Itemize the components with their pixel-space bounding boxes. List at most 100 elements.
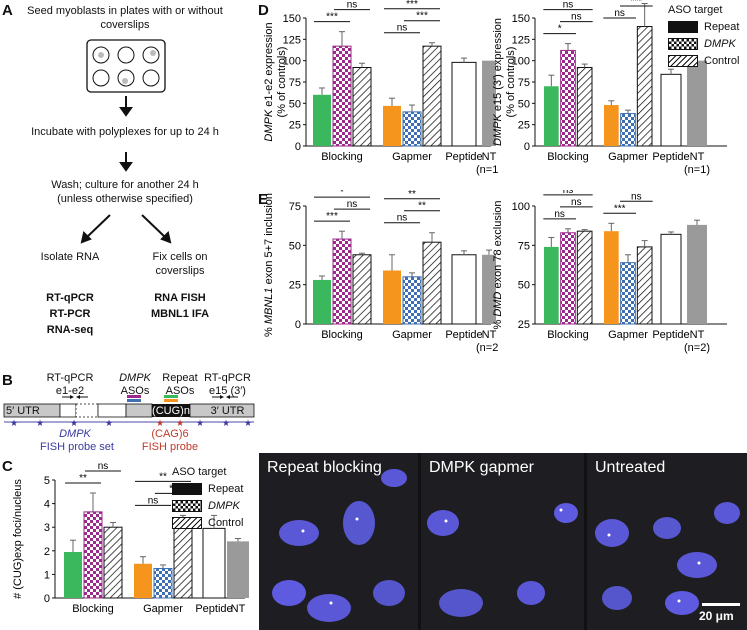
bar-blocking-1 bbox=[560, 232, 576, 325]
arrow-branch-left bbox=[85, 214, 111, 239]
sig-label: *** bbox=[416, 11, 428, 22]
category-label: Peptide bbox=[445, 329, 482, 341]
chart-e1-mbnl1: 0 25 50 75 % MBNL1 exon 5+7 inclusion Blockin… bbox=[263, 190, 498, 354]
svg-text:★: ★ bbox=[36, 418, 44, 428]
legend-c-dmpk-label: DMPK bbox=[208, 499, 240, 512]
svg-text:★: ★ bbox=[10, 418, 18, 428]
y-tick-label: 150 bbox=[512, 13, 530, 25]
y-tick-label: 100 bbox=[512, 56, 530, 68]
category-label: Gapmer bbox=[143, 603, 183, 615]
methods-rna: RT-qPCR RT-PCR RNA-seq bbox=[30, 290, 110, 338]
category-label: Blocking bbox=[72, 603, 114, 615]
y-tick-label: 0 bbox=[295, 319, 301, 331]
workflow-step-seed: Seed myoblasts in plates with or without… bbox=[27, 5, 223, 31]
category-label: Peptide bbox=[195, 603, 232, 615]
y-axis-label: DMPK e15 (3′) expression bbox=[492, 18, 504, 146]
micro-title-3: Untreated bbox=[595, 459, 666, 476]
y-tick-label: 100 bbox=[283, 56, 301, 68]
legend-c-dmpk: DMPK bbox=[172, 497, 243, 514]
sig-label: ns bbox=[571, 12, 582, 23]
dmpk-asos-label: DMPK bbox=[119, 372, 151, 384]
y-tick-label: 0 bbox=[524, 141, 530, 153]
y-axis-label-2: (% of controls) bbox=[505, 47, 517, 118]
nt-note: (n=1) bbox=[476, 164, 498, 176]
y-tick-label: 3 bbox=[44, 522, 50, 534]
method-rna-fish: RNA FISH bbox=[154, 292, 206, 304]
sig-label: *** bbox=[326, 211, 338, 222]
bar-gapmer-2 bbox=[173, 525, 193, 599]
workflow-graphics bbox=[80, 39, 172, 244]
y-tick-label: 0 bbox=[295, 141, 301, 153]
swatch-checker bbox=[668, 37, 698, 50]
y-tick-label: 100 bbox=[512, 201, 530, 213]
sig-label: ns bbox=[397, 213, 408, 224]
sig-label: ** bbox=[159, 471, 167, 482]
y-axis-label-2: (% of controls) bbox=[276, 47, 288, 118]
cug-label: (CUG)n bbox=[152, 405, 190, 417]
well-plate-icon bbox=[86, 39, 166, 93]
legend-d-dmpk-label: DMPK bbox=[704, 37, 736, 50]
y-tick-label: 125 bbox=[283, 34, 301, 46]
workflow-fix-cells: Fix cells on coverslips bbox=[152, 251, 208, 277]
y-tick-label: 25 bbox=[518, 319, 530, 331]
micro-untreated: Untreated 20 μm bbox=[587, 453, 747, 630]
svg-text:★: ★ bbox=[244, 418, 252, 428]
sig-label: ns bbox=[631, 191, 642, 202]
sig-label: ns bbox=[554, 209, 565, 220]
bar-gapmer-2 bbox=[636, 26, 653, 147]
y-tick-label: 1 bbox=[44, 569, 50, 581]
rtqpcr-left-label: RT-qPCR bbox=[46, 372, 94, 384]
bar-blocking-2 bbox=[352, 66, 372, 147]
bar-gapmer-1 bbox=[620, 262, 636, 325]
category-label: Gapmer bbox=[392, 151, 432, 163]
sig-label: ns bbox=[563, 190, 574, 196]
bar-blocking-0 bbox=[64, 551, 82, 598]
bar-blocking-0 bbox=[544, 86, 559, 146]
y-tick-label: 2 bbox=[44, 546, 50, 558]
repeat-asos-label: Repeat bbox=[162, 372, 198, 384]
dmpk-probe-sub: FISH probe set bbox=[40, 441, 114, 453]
bar-peptide-0 bbox=[202, 527, 226, 599]
sig-label: * bbox=[340, 190, 344, 198]
legend-d-dmpk: DMPK bbox=[668, 35, 739, 52]
category-label: Gapmer bbox=[392, 329, 432, 341]
chart-d1-e1e2: 0 25 50 75 100 125 150 DMPK e1-e2 expression (% … bbox=[263, 0, 498, 176]
method-rna-seq: RNA-seq bbox=[46, 324, 94, 336]
rtqpcr-left-sub: e1-e2 bbox=[55, 385, 85, 397]
sig-label: ns bbox=[614, 8, 625, 19]
legend-c-control-label: Control bbox=[208, 516, 244, 529]
y-axis-label: # (CUG)exp foci/nucleus bbox=[12, 479, 24, 599]
swatch-hatch bbox=[668, 54, 698, 67]
swatch-solid-c bbox=[172, 482, 202, 495]
cag-probe-sub: FISH probe bbox=[141, 441, 199, 453]
y-tick-label: 50 bbox=[289, 98, 301, 110]
category-label: Blocking bbox=[547, 151, 589, 163]
legend-c-title: ASO target bbox=[172, 466, 227, 478]
bar-gapmer-1 bbox=[402, 111, 422, 147]
workflow-step-wash-note: (unless otherwise specified) bbox=[57, 193, 193, 205]
bar-nt-0 bbox=[482, 254, 496, 324]
bar-gapmer-1 bbox=[620, 113, 636, 147]
bar-nt-0 bbox=[482, 60, 496, 146]
method-rt-pcr: RT-PCR bbox=[49, 308, 91, 320]
micro-dmpk-gapmer: DMPK gapmer bbox=[421, 453, 584, 630]
sig-label: ns bbox=[347, 199, 358, 210]
legend-d-repeat: Repeat bbox=[668, 18, 739, 35]
svg-text:★: ★ bbox=[176, 418, 184, 428]
y-tick-label: 150 bbox=[283, 13, 301, 25]
bar-blocking-0 bbox=[313, 94, 331, 146]
micro-title-2: DMPK gapmer bbox=[429, 459, 534, 476]
category-label: Peptide bbox=[652, 329, 689, 341]
sig-label: ns bbox=[98, 461, 109, 472]
cell-image-2 bbox=[427, 503, 578, 617]
legend-d-title: ASO target bbox=[668, 4, 723, 16]
y-tick-label: 25 bbox=[289, 280, 301, 292]
bar-blocking-1 bbox=[332, 238, 352, 325]
bar-gapmer-0 bbox=[604, 231, 619, 324]
bar-gapmer-1 bbox=[402, 276, 422, 325]
chart-e2-dmd: 25 50 75 100 % DMD exon 78 exclusion Blocking… bbox=[492, 190, 727, 354]
method-mbnl1-ifa: MBNL1 IFA bbox=[150, 308, 210, 320]
bar-blocking-2 bbox=[576, 66, 593, 147]
sig-label: ** bbox=[79, 473, 87, 484]
utr5-label: 5′ UTR bbox=[6, 405, 40, 417]
